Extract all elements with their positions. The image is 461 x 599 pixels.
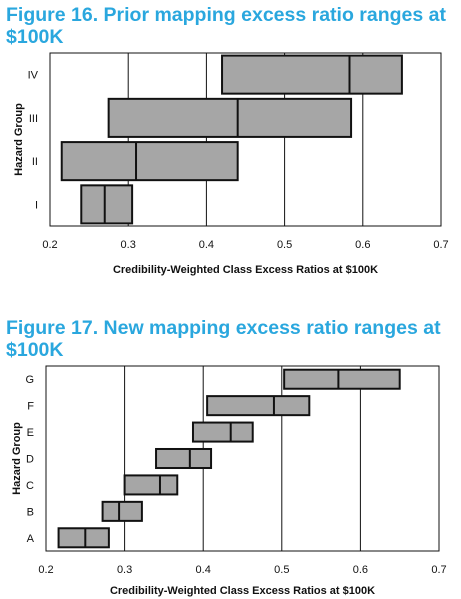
chart-2: 0.2 0.3 0.4 0.5 0.6 0.7 A B C D E F G Credibility-Wei… <box>11 365 447 597</box>
range-box-C <box>123 474 179 496</box>
y-tick-label: A <box>27 533 35 545</box>
y-tick-label: I <box>35 199 38 211</box>
plot-frame <box>45 365 440 552</box>
range-box-F <box>206 395 311 417</box>
y-tick-label: E <box>27 427 34 439</box>
y-tick-label: II <box>32 156 38 168</box>
y-tick-label: III <box>29 113 38 125</box>
range-box-E <box>191 421 254 443</box>
x-axis-label: Credibility-Weighted Class Excess Ratios… <box>113 264 378 276</box>
y-tick-label: B <box>27 506 34 518</box>
x-tick-label: 0.2 <box>38 564 53 576</box>
range-box-II <box>60 141 239 182</box>
range-box-B <box>101 500 143 522</box>
y-tick-label: G <box>25 374 34 386</box>
x-axis-label: Credibility-Weighted Class Excess Ratios… <box>110 585 375 597</box>
range-box-D <box>155 447 213 470</box>
x-tick-label: 0.5 <box>277 239 292 251</box>
figure-17-title: Figure 17. New mapping excess ratio rang… <box>6 317 441 361</box>
x-tick-label: 0.3 <box>117 564 132 576</box>
y-tick-label: D <box>26 454 34 466</box>
range-box-IV <box>221 54 403 95</box>
y-tick-label: IV <box>28 70 39 82</box>
range-box-III <box>107 97 353 138</box>
range-box-G <box>283 368 401 390</box>
y-tick-label: F <box>27 401 34 413</box>
x-tick-label: 0.5 <box>274 564 289 576</box>
y-axis-label: Hazard Group <box>11 422 23 495</box>
x-tick-label: 0.2 <box>42 239 57 251</box>
range-box-A <box>57 527 110 549</box>
y-tick-label: C <box>26 480 34 492</box>
x-tick-label: 0.7 <box>431 564 446 576</box>
y-axis-label: Hazard Group <box>13 103 25 176</box>
x-tick-label: 0.7 <box>433 239 448 251</box>
x-tick-label: 0.4 <box>196 564 211 576</box>
figure-16-title: Figure 16. Prior mapping excess ratio ra… <box>6 4 446 48</box>
plot-frame <box>49 52 442 227</box>
x-tick-label: 0.3 <box>121 239 136 251</box>
x-tick-label: 0.6 <box>355 239 370 251</box>
x-tick-label: 0.6 <box>353 564 368 576</box>
chart-1: 0.2 0.3 0.4 0.5 0.6 0.7IIIIIIIVCredibility-We… <box>13 52 449 276</box>
x-tick-label: 0.4 <box>199 239 214 251</box>
range-box-I <box>80 184 134 225</box>
